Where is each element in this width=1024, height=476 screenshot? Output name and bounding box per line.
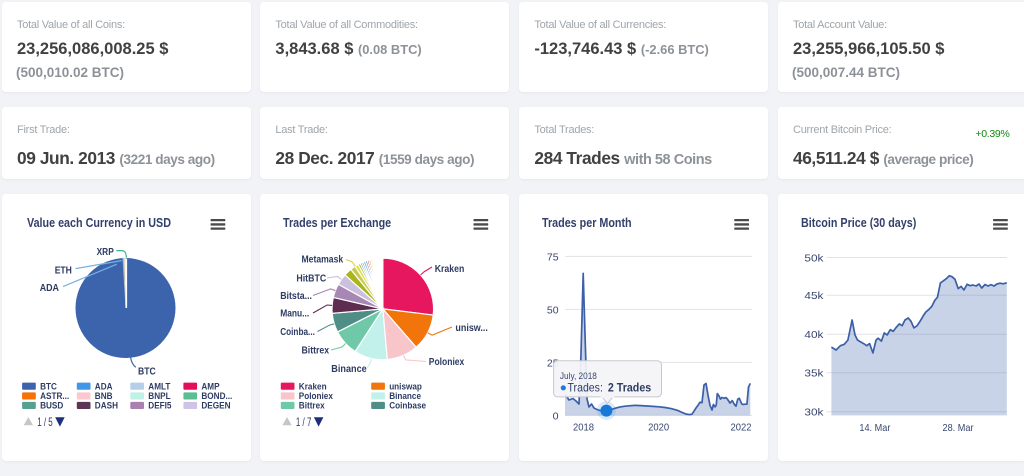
svg-text:BTC: BTC [40, 381, 57, 391]
svg-text:Kraken: Kraken [299, 381, 327, 391]
svg-text:25: 25 [547, 357, 559, 369]
svg-text:DASH: DASH [95, 401, 118, 411]
svg-text:Binance: Binance [332, 364, 368, 375]
svg-text:BTC: BTC [138, 366, 156, 377]
svg-text:1 / 5: 1 / 5 [37, 415, 53, 429]
svg-text:40k: 40k [804, 329, 824, 341]
svg-text:14. Mar: 14. Mar [859, 422, 890, 434]
svg-text:28. Mar: 28. Mar [943, 422, 974, 434]
svg-text:Coinbase: Coinbase [390, 401, 427, 411]
svg-text:75: 75 [547, 251, 559, 263]
svg-text:Poloniex: Poloniex [429, 357, 465, 368]
svg-text:0: 0 [553, 410, 559, 422]
svg-text:ADA: ADA [40, 283, 59, 294]
svg-text:Bittrex: Bittrex [299, 401, 326, 411]
svg-text:July, 2018: July, 2018 [560, 371, 597, 381]
svg-text:XRP: XRP [97, 247, 115, 258]
svg-text:2020: 2020 [648, 422, 669, 434]
svg-text:Coinba...: Coinba... [281, 327, 316, 338]
svg-text:45k: 45k [804, 290, 824, 302]
svg-text:BNB: BNB [95, 391, 113, 401]
svg-text:ASTR...: ASTR... [40, 391, 69, 401]
svg-text:35k: 35k [804, 368, 824, 380]
svg-text:2 Trades: 2 Trades [608, 381, 652, 395]
svg-text:Bitsta...: Bitsta... [281, 291, 313, 302]
svg-text:Trades:: Trades: [568, 381, 603, 395]
svg-text:DEGEN: DEGEN [201, 401, 230, 411]
svg-text:DEFI5: DEFI5 [148, 401, 171, 411]
svg-text:Metamask: Metamask [302, 255, 344, 266]
svg-text:ADA: ADA [95, 381, 113, 391]
svg-text:Poloniex: Poloniex [299, 391, 334, 401]
svg-text:ETH: ETH [55, 265, 72, 276]
svg-text:AMP: AMP [201, 381, 219, 391]
svg-text:uniswap: uniswap [390, 381, 423, 391]
svg-text:HitBTC: HitBTC [297, 273, 327, 284]
svg-text:Manu...: Manu... [281, 309, 310, 320]
svg-text:Kraken: Kraken [435, 264, 465, 275]
svg-text:Binance: Binance [390, 391, 422, 401]
svg-text:50k: 50k [804, 252, 824, 264]
svg-text:BUSD: BUSD [40, 401, 63, 411]
svg-text:30k: 30k [804, 407, 824, 419]
svg-text:BOND...: BOND... [201, 391, 232, 401]
svg-text:AMLT: AMLT [148, 381, 170, 391]
svg-text:50: 50 [547, 304, 559, 316]
svg-text:BNPL: BNPL [148, 391, 171, 401]
svg-text:1 / 7: 1 / 7 [296, 415, 312, 429]
svg-text:2022: 2022 [731, 422, 752, 434]
svg-text:unisw...: unisw... [456, 323, 489, 334]
svg-text:Bittrex: Bittrex [302, 346, 330, 357]
svg-text:2018: 2018 [573, 422, 594, 434]
